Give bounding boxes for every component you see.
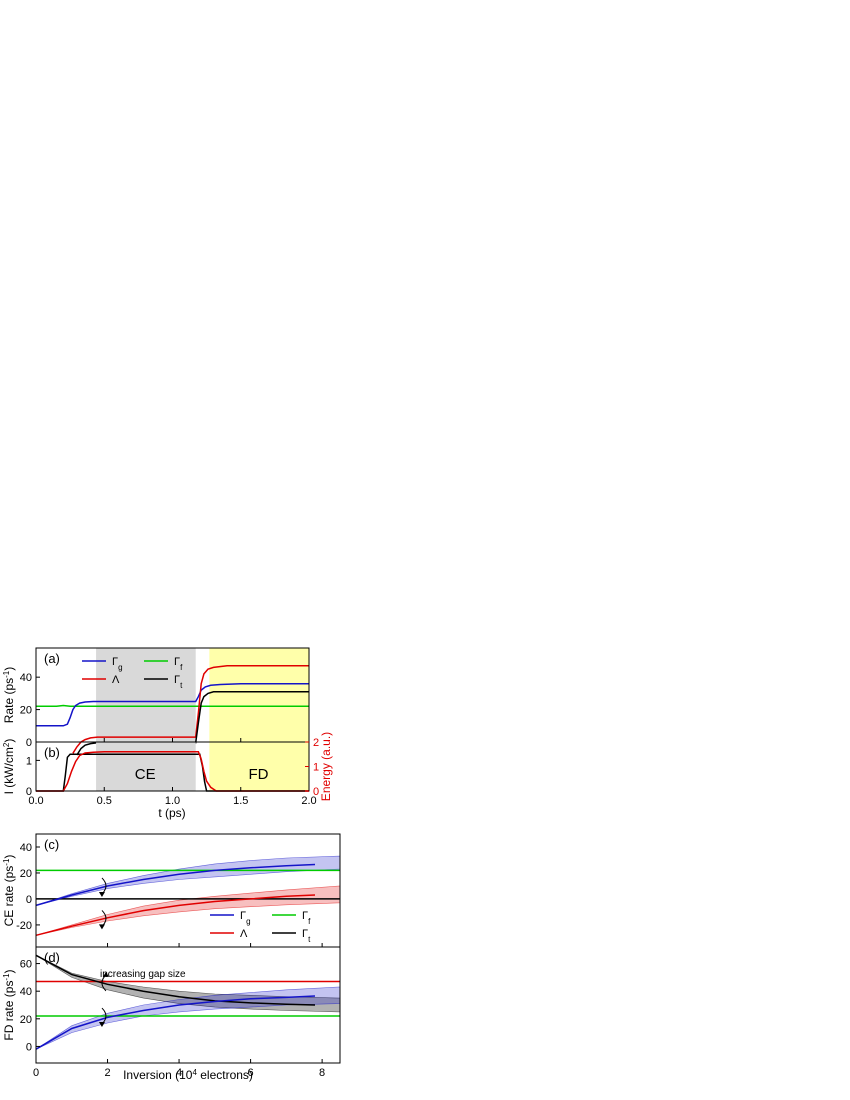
shaded-region [96,742,196,791]
y-label-text: I (kW/cm [2,747,16,794]
legend-sub: g [118,663,122,672]
y-tick-label: -20 [16,920,32,932]
series-line-lambda [35,894,316,937]
y-tick-label: 1 [26,755,32,767]
x-tick-label: 2.0 [301,795,316,807]
y2-tick-label: 2 [313,737,319,749]
y-tick-label: 0 [26,737,32,749]
panel-label: (b) [44,745,60,760]
y-label-sup: 2 [2,742,11,747]
y2-tick-label: 0 [313,786,319,798]
arrow-head [98,891,105,897]
legend-sub: f [308,917,311,926]
annotation-text: increasing gap size [100,969,186,980]
legend-symbol: Γ [174,674,180,686]
legend-label: Γt [174,674,183,690]
y-tick-label: 20 [20,1014,32,1026]
series-line-gamma_f [36,704,309,708]
legend-label: Γg [112,656,123,672]
legend-label: Γf [174,656,183,672]
x-label-text: Inversion (10 [123,1068,193,1082]
y2-tick-label: 1 [313,762,319,774]
legend-symbol: Γ [112,656,118,668]
y-label-sup: -1 [2,858,11,866]
y-tick-label: 0 [26,786,32,798]
shaded-region [96,648,196,742]
x-tick-label: 2 [104,1067,110,1079]
y2-axis-label: Energy (a.u.) [319,732,333,801]
region-label: FD [248,766,268,783]
x-tick-label: 8 [319,1067,325,1079]
legend-symbol: Γ [240,910,246,922]
series-line-lambda [72,665,309,754]
legend-sub: g [246,917,250,926]
panel-label: (a) [44,651,60,666]
x-tick-label: 6 [248,1067,254,1079]
y-label-text: Rate (ps [2,678,16,723]
y-label-end: ) [2,855,16,859]
legend-symbol: Γ [302,910,308,922]
y-tick-label: 40 [20,842,32,854]
legend-sub: t [180,681,183,690]
series-line-gamma_t [35,954,316,1006]
legend-label: Γg [240,910,251,926]
legend-symbol: Γ [174,656,180,668]
x-tick-label: 0.5 [97,795,112,807]
y-tick-label: 20 [20,705,32,717]
series-line-gamma_g [35,995,316,1050]
arrow-head [98,924,105,930]
y-tick-label: 0 [26,1041,32,1053]
series-line-gamma_t [76,691,309,756]
legend-symbol: Γ [302,928,308,940]
y-tick-label: 60 [20,959,32,971]
series-line-gamma_t [36,753,309,792]
x-tick-label: 0 [33,1067,39,1079]
legend-label: Γf [302,910,311,926]
series-line-lambda [36,751,309,792]
y-axis-label: Rate (ps-1) [2,667,17,723]
y-tick-label: 0 [26,894,32,906]
y-label-sup: -1 [2,670,11,678]
y-tick-label: 40 [20,986,32,998]
panel-label: (d) [44,950,60,965]
y-axis-label: FD rate (ps-1) [2,969,17,1040]
legend-symbol: Λ [112,674,120,686]
y-label-sup: -1 [2,973,11,981]
panel-label: (c) [44,837,59,852]
x-tick-label: 1.0 [165,795,180,807]
arrow-head [102,971,109,977]
y-label-text: FD rate (ps [2,981,16,1041]
y-tick-label: 20 [20,868,32,880]
legend-sub: t [308,935,311,944]
legend-label: Λ [240,928,248,940]
x-tick-label: 0.0 [28,795,43,807]
x-label-sup: 4 [192,1068,197,1077]
shaded-region [209,742,309,791]
legend-label: Γt [302,928,311,944]
y-label-end: ) [2,739,16,743]
arrow-head [98,1022,105,1028]
y-tick-label: 40 [20,672,32,684]
series-line-gamma_g [35,863,316,907]
panel-d-frame [35,946,341,1064]
x-tick-label: 1.5 [233,795,248,807]
y-axis-label: I (kW/cm2) [2,739,17,795]
y-label-end: ) [2,969,16,973]
shaded-region [209,648,309,742]
legend-sub: f [180,663,183,672]
legend-label: Λ [112,674,120,686]
y-label-end: ) [2,667,16,671]
y-axis-label: CE rate (ps-1) [2,855,17,927]
x-axis-label: Inversion (104 electrons) [123,1068,253,1083]
series-line-gamma_g [36,682,309,727]
legend-symbol: Λ [240,928,248,940]
x-tick-label: 4 [176,1067,182,1079]
y-label-text: CE rate (ps [2,866,16,927]
region-label: CE [135,766,156,783]
x-axis-label: t (ps) [158,806,185,820]
x-label-end: electrons) [197,1068,253,1082]
